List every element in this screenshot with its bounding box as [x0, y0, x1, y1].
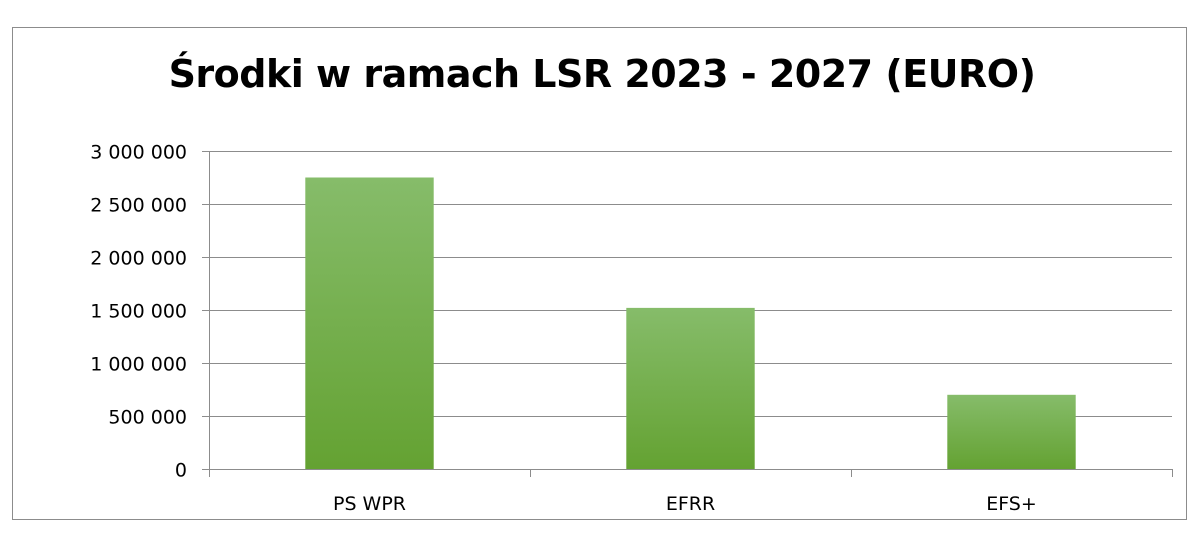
chart-title: Środki w ramach LSR 2023 - 2027 (EURO)	[168, 52, 1036, 96]
y-tick-label: 3 000 000	[90, 142, 187, 164]
x-axis	[209, 151, 1173, 477]
bar-efs	[947, 394, 1076, 469]
bars	[305, 177, 1076, 469]
y-tick-label: 1 500 000	[90, 301, 187, 323]
y-axis-tick-labels: 0 500 000 1 000 000 1 500 000 2 000 000 2 500…	[90, 142, 187, 482]
bar-ps-wpr	[305, 177, 434, 469]
y-tick-label: 2 500 000	[90, 195, 187, 217]
bar-efrr	[626, 307, 755, 469]
x-tick-label: EFS+	[986, 493, 1037, 515]
x-tick-label: PS WPR	[333, 493, 406, 515]
x-tick-label: EFRR	[666, 493, 715, 515]
y-tick-label: 0	[175, 460, 187, 482]
y-tick-label: 500 000	[108, 407, 187, 429]
y-tick-label: 2 000 000	[90, 248, 187, 270]
y-tick-label: 1 000 000	[90, 354, 187, 376]
x-axis-tick-labels: PS WPR EFRR EFS+	[333, 493, 1037, 515]
